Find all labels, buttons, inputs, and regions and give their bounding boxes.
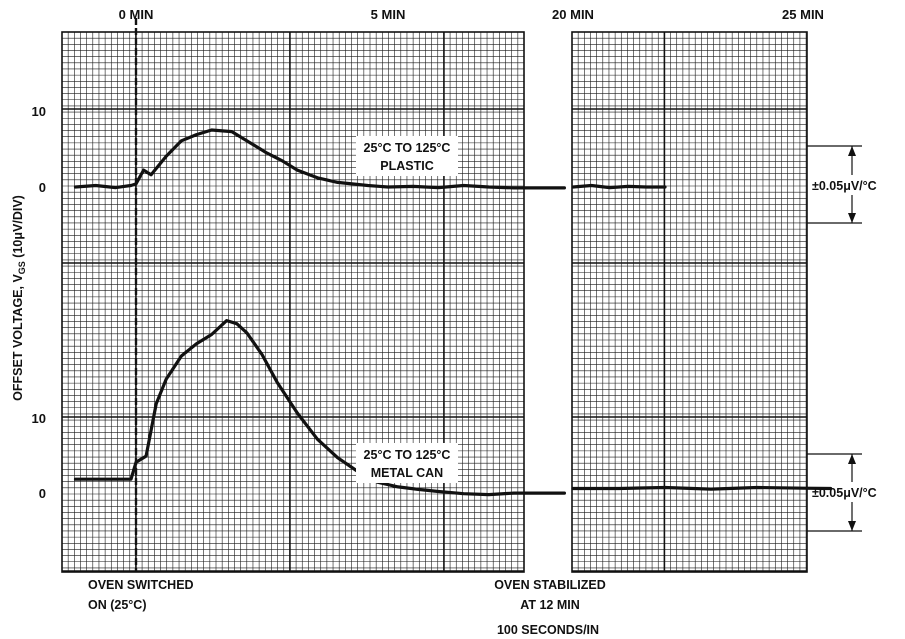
series-label-metal-can-line1: 25°C TO 125°C	[364, 448, 451, 462]
time-label-5-min: 5 MIN	[371, 7, 406, 22]
x-axis-scale-label: 100 SECONDS/IN	[497, 623, 599, 637]
scale-marker-lower: ±0.05μV/°C	[807, 453, 877, 532]
scale-marker-upper-label: ±0.05μV/°C	[812, 179, 877, 193]
y-tick-upper-zero: 0	[39, 180, 46, 195]
trace-plastic-right	[571, 183, 667, 190]
time-label-0-min: 0 MIN	[119, 7, 154, 22]
oven-stabilized-line2: AT 12 MIN	[520, 598, 580, 612]
trace-metal-can-right	[571, 485, 833, 491]
y-axis-title: OFFSET VOLTAGE, VGS (10μV/DIV)	[11, 195, 27, 401]
y-tick-upper-ten: 10	[32, 104, 46, 119]
chart-grid-left-panel	[61, 31, 525, 573]
series-label-plastic-line1: 25°C TO 125°C	[364, 141, 451, 155]
plastic-label-group: 25°C TO 125°C PLASTIC	[356, 136, 458, 176]
trace-plastic-left	[73, 128, 566, 190]
oven-switched-on-line2: ON (25°C)	[88, 598, 146, 612]
oven-switched-on-line1: OVEN SWITCHED	[88, 578, 194, 592]
series-label-metal-can-line2: METAL CAN	[371, 466, 443, 480]
scale-marker-lower-label: ±0.05μV/°C	[812, 486, 877, 500]
time-label-20-min: 20 MIN	[552, 7, 594, 22]
y-tick-lower-zero: 0	[39, 486, 46, 501]
oven-stabilized-line1: OVEN STABILIZED	[494, 578, 606, 592]
trace-metal-can-left	[73, 319, 566, 497]
metal-can-label-group: 25°C TO 125°C METAL CAN	[356, 443, 458, 483]
trace-group	[73, 128, 833, 497]
series-label-plastic-line2: PLASTIC	[380, 159, 433, 173]
y-tick-lower-ten: 10	[32, 411, 46, 426]
right-grid-frame	[571, 31, 808, 573]
time-label-25-min: 25 MIN	[782, 7, 824, 22]
chart-grid-right-panel	[571, 31, 808, 573]
scale-marker-upper: ±0.05μV/°C	[807, 145, 877, 224]
left-grid-frame	[61, 31, 525, 573]
